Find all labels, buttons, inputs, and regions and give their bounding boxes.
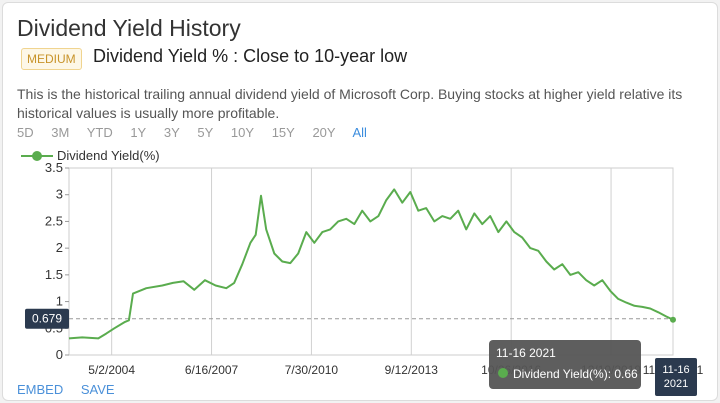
y-tick-label: 0: [56, 347, 63, 362]
save-link[interactable]: SAVE: [80, 382, 115, 397]
embed-link[interactable]: EMBED: [17, 382, 64, 397]
range-10y-button[interactable]: 10Y: [230, 125, 255, 140]
chart-footer: EMBED SAVE: [17, 382, 129, 397]
tooltip-value: Dividend Yield(%): 0.66: [513, 367, 638, 381]
x-tick-label: 9/12/2013: [385, 363, 439, 377]
y-tick-label: 3.5: [45, 160, 63, 175]
tooltip-box: [489, 340, 641, 389]
crosshair-date-box: [655, 358, 697, 396]
range-3y-button[interactable]: 3Y: [163, 125, 180, 140]
legend-label: Dividend Yield(%): [57, 148, 160, 163]
range-all-button[interactable]: All: [352, 125, 367, 140]
reference-value-box: [25, 308, 69, 329]
dividend-yield-chart[interactable]: 5/2/20046/16/20077/30/20109/12/201310/26…: [3, 3, 717, 400]
y-tick-label: 3: [56, 187, 63, 202]
plot-area: [68, 167, 674, 356]
page-title: Dividend Yield History: [17, 15, 241, 41]
yield-headline: Dividend Yield % : Close to 10-year low: [93, 46, 408, 66]
crosshair-date-line1: 11-16: [662, 364, 689, 376]
last-point-marker: [670, 316, 676, 323]
valuation-badge: MEDIUM: [21, 48, 82, 70]
crosshair-date-line2: 2021: [664, 378, 688, 390]
y-tick-label: 2.5: [45, 213, 63, 228]
y-tick-label: 1: [56, 294, 63, 309]
x-tick-label: 6/16/2007: [185, 363, 239, 377]
range-1y-button[interactable]: 1Y: [130, 125, 147, 140]
yield-series-line: [68, 188, 674, 340]
x-tick-label: 5/2/2004: [88, 363, 135, 377]
range-20y-button[interactable]: 20Y: [312, 125, 336, 140]
range-3m-button[interactable]: 3M: [51, 125, 70, 140]
tooltip-date: 11-16 2021: [496, 346, 556, 360]
tooltip-series-dot: [498, 368, 508, 378]
y-tick-label: 1.5: [45, 267, 63, 282]
range-ytd-button[interactable]: YTD: [86, 125, 113, 140]
legend-line-icon: [21, 150, 53, 161]
range-selector: 5D 3M YTD 1Y 3Y 5Y 10Y 15Y 20Y All: [17, 125, 381, 140]
chart-legend[interactable]: Dividend Yield(%): [21, 148, 160, 163]
range-15y-button[interactable]: 15Y: [271, 125, 295, 140]
chart-description: This is the historical trailing annual d…: [17, 86, 683, 121]
range-5d-button[interactable]: 5D: [17, 125, 34, 140]
range-5y-button[interactable]: 5Y: [197, 125, 214, 140]
reference-value-label: 0.679: [32, 312, 62, 326]
y-tick-label: 2: [56, 240, 63, 255]
x-tick-label: 7/30/2010: [285, 363, 339, 377]
